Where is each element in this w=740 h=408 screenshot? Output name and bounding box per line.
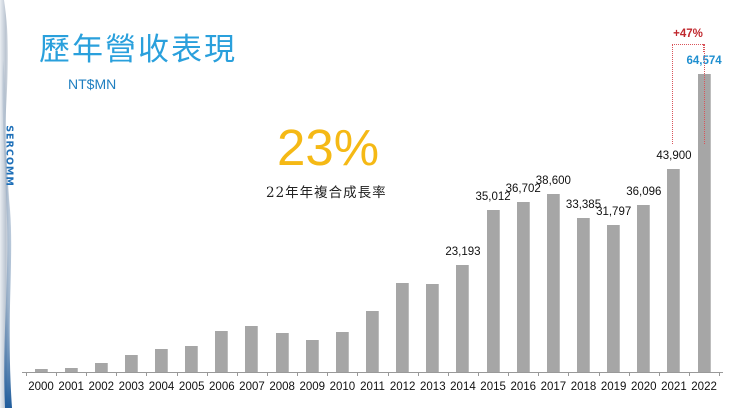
- bar-2010: [335, 332, 349, 372]
- x-tick: [297, 372, 298, 376]
- x-tick-label: 2017: [540, 381, 567, 393]
- bar-2012: [396, 283, 410, 372]
- x-tick-label: 2015: [480, 381, 506, 393]
- x-tick: [56, 372, 57, 376]
- bar-2003: [124, 354, 138, 372]
- bar-2007: [245, 325, 259, 372]
- data-label-2018: 33,385: [565, 198, 602, 211]
- x-tick: [508, 372, 509, 376]
- x-tick-label: 2008: [269, 381, 295, 393]
- bar-2004: [155, 348, 169, 372]
- x-tick: [448, 372, 449, 376]
- data-label-2014: 23,193: [445, 245, 481, 258]
- x-tick-label: 2009: [299, 381, 326, 393]
- bar-2013: [426, 284, 440, 372]
- x-tick: [177, 372, 178, 376]
- x-tick-label: 2013: [420, 381, 446, 393]
- bar-2008: [275, 333, 289, 372]
- x-tick: [689, 372, 690, 376]
- bar-2020: [637, 205, 651, 372]
- data-label-2015: 35,012: [475, 191, 511, 204]
- bar-2017: [546, 193, 560, 372]
- x-tick-label: 2020: [631, 381, 657, 393]
- x-tick: [237, 372, 238, 376]
- x-tick: [116, 372, 117, 376]
- bar-2018: [577, 217, 591, 372]
- data-label-2020: 36,096: [626, 186, 662, 199]
- x-tick-label: 2005: [178, 381, 205, 393]
- x-tick: [357, 372, 358, 376]
- x-tick: [599, 372, 600, 376]
- x-tick-label: 2002: [88, 381, 115, 393]
- slide-title: 歷年營收表現: [39, 32, 237, 68]
- x-tick: [568, 372, 569, 376]
- data-label-2016: 36,702: [505, 183, 541, 196]
- bar-2022: [697, 73, 711, 372]
- x-tick: [659, 372, 660, 376]
- data-label-2019: 31,797: [596, 206, 632, 219]
- x-tick: [538, 372, 539, 376]
- x-tick: [388, 372, 389, 376]
- x-tick: [478, 372, 479, 376]
- x-tick: [146, 372, 147, 376]
- data-label-2017: 38,600: [535, 174, 571, 187]
- x-tick-label: 2014: [450, 381, 476, 393]
- bar-2021: [667, 169, 681, 372]
- x-tick-label: 2004: [148, 381, 175, 393]
- x-tick-label: 2022: [691, 381, 717, 393]
- data-label-2021: 43,900: [656, 150, 692, 163]
- bar-2009: [305, 340, 319, 372]
- x-axis: [22, 372, 723, 373]
- x-tick-label: 2011: [360, 381, 385, 393]
- cagr-label: 22年年複合成長率: [266, 185, 387, 201]
- x-tick-label: 2001: [58, 381, 84, 393]
- cagr-value: 23%: [277, 119, 380, 176]
- growth-annotation: +47%: [673, 28, 703, 40]
- x-tick-label: 2006: [209, 381, 235, 393]
- decorative-ribbon: [0, 0, 12, 408]
- bar-2011: [366, 311, 380, 372]
- x-tick-label: 2018: [570, 381, 597, 393]
- x-tick-label: 2010: [329, 381, 356, 393]
- x-tick: [418, 372, 419, 376]
- bar-2015: [486, 210, 500, 372]
- growth-bracket-right: [703, 44, 704, 52]
- bar-2016: [516, 202, 530, 372]
- x-tick: [207, 372, 208, 376]
- x-tick: [26, 372, 27, 376]
- x-tick-label: 2021: [661, 381, 687, 393]
- x-tick-label: 2019: [600, 381, 627, 393]
- x-tick-label: 2000: [28, 381, 54, 393]
- bar-2005: [185, 346, 199, 372]
- bar-2019: [607, 225, 621, 372]
- x-tick-label: 2003: [118, 381, 145, 393]
- bar-2014: [456, 264, 470, 372]
- bar-2002: [94, 362, 108, 372]
- x-tick: [629, 372, 630, 376]
- x-tick: [719, 372, 720, 376]
- x-tick: [327, 372, 328, 376]
- bar-2001: [64, 367, 78, 372]
- x-tick-label: 2007: [239, 381, 265, 393]
- bar-2000: [34, 368, 48, 372]
- unit-label: NT$MN: [68, 76, 117, 92]
- x-tick-label: 2016: [510, 381, 537, 393]
- x-tick-label: 2012: [389, 381, 416, 393]
- growth-bracket: [672, 44, 705, 144]
- bar-2006: [215, 330, 229, 372]
- x-tick: [86, 372, 87, 376]
- x-tick: [267, 372, 268, 376]
